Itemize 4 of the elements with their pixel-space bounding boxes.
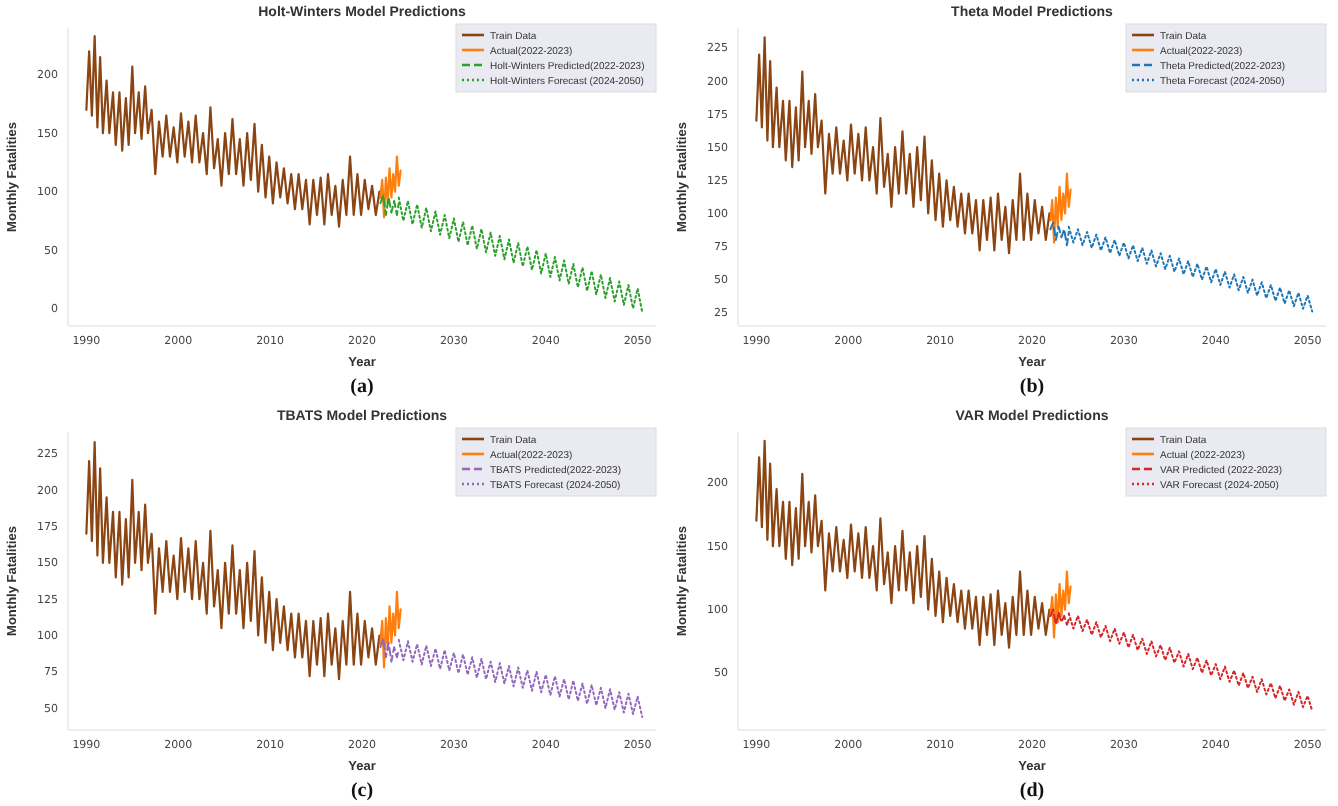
- text: (b): [1019, 376, 1045, 398]
- text: (d): [1019, 780, 1045, 802]
- text: (a): [350, 376, 374, 398]
- text: (c): [350, 780, 374, 802]
